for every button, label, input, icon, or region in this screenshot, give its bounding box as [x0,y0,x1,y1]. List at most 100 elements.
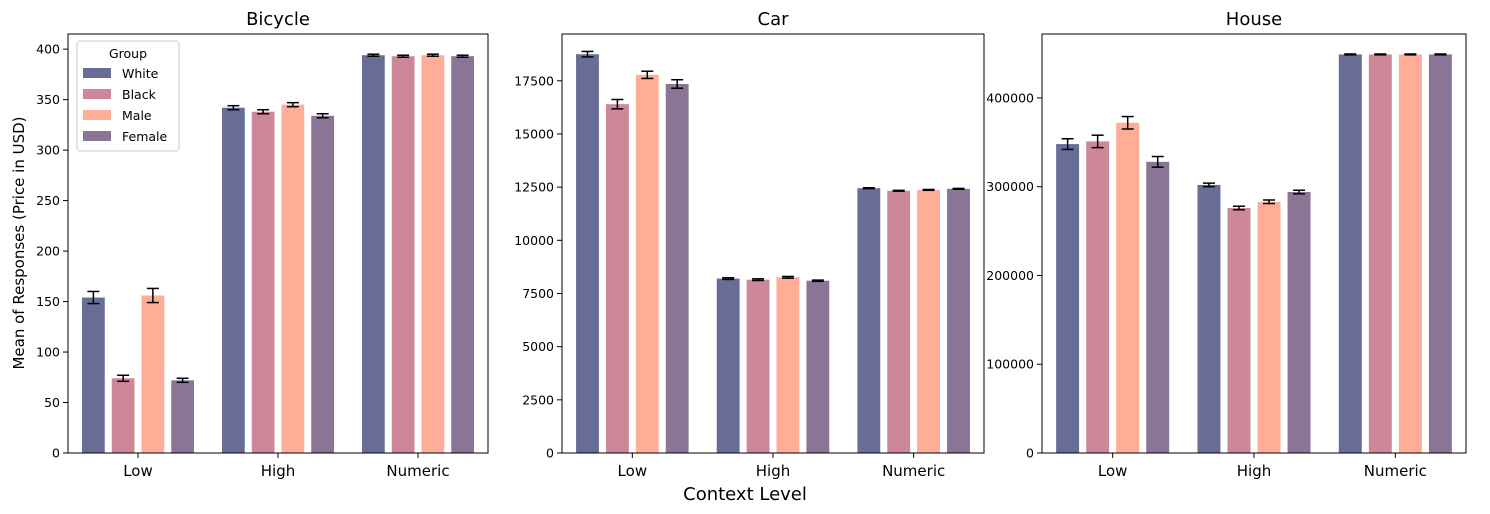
y-tick-label: 0 [546,446,554,461]
bar-black-low [111,378,135,453]
bar-female-high [806,280,830,453]
y-tick-label: 50 [44,395,60,410]
panel-bicycle: 0 50 100 150 200 250 300 350 400 Low High Numeric Bi… [36,9,489,480]
y-tick-label: 250 [36,193,60,208]
error-bar [1151,155,1164,168]
panel-title: Car [758,9,790,30]
bar-male-low [141,295,165,453]
bar-male-numeric [421,55,445,454]
bar-white-high [222,107,245,453]
error-bar [671,78,684,89]
y-tick-label: 400 [36,42,60,57]
error-bar [1121,115,1134,130]
bar-black-numeric [1368,54,1392,454]
x-tick-label: Low [123,462,153,480]
y-tick-label: 15000 [514,126,554,141]
x-tick-label: Numeric [1364,462,1427,480]
bar-female-high [311,115,334,453]
error-bar [227,104,240,111]
error-bar [87,290,100,305]
y-tick-label: 10000 [514,233,554,248]
y-tick-label: 200 [36,244,60,259]
error-bar [1202,182,1215,188]
panel-house: 0 100000 200000 300000 400000 Low High Numeric H… [986,9,1467,480]
x-tick-label: High [756,462,790,480]
bar-female-high [1287,192,1311,454]
bar-white-low [576,54,599,453]
bar-male-numeric [917,189,941,453]
y-tick-label: 0 [52,446,60,461]
error-bar [1344,53,1357,56]
bar-white-numeric [362,55,385,454]
y-tick-label: 100 [36,345,60,360]
error-bar [176,377,189,384]
bar-black-low [1086,141,1110,453]
error-bar [811,279,824,283]
error-bar [922,188,935,192]
x-tick-label: High [261,462,295,480]
error-bar [752,278,765,282]
y-tick-label: 150 [36,294,60,309]
bar-female-low [171,380,194,453]
x-tick-label: Numeric [386,462,449,480]
y-tick-label: 5000 [522,339,554,354]
error-bar [1293,189,1306,195]
bar-female-numeric [451,56,474,454]
y-tick-label: 17500 [514,73,554,88]
legend-label-black: Black [122,87,157,102]
error-bar [257,108,270,115]
error-bar [722,276,735,281]
legend-swatch-female [83,131,111,141]
bar-male-high [1257,201,1281,453]
bar-black-high [251,111,275,453]
bar-white-numeric [857,188,881,453]
error-bar [146,287,159,304]
legend-title: Group [109,46,147,61]
bar-white-high [1197,184,1221,453]
legend-label-white: White [122,66,159,81]
legend-swatch-black [83,89,111,99]
error-bar [117,374,130,383]
bar-male-low [1116,122,1140,454]
error-bar [952,187,965,191]
bar-white-numeric [1338,54,1362,454]
error-bar [456,54,469,58]
error-bar [1263,199,1276,205]
error-bar [1434,53,1447,56]
error-bar [641,70,654,80]
bar-black-numeric [887,190,911,453]
legend-label-male: Male [122,108,152,123]
error-bar [397,54,410,58]
error-bar [611,98,624,110]
legend-label-female: Female [122,129,168,144]
y-tick-label: 400000 [986,90,1034,105]
y-tick-label: 12500 [514,180,554,195]
y-tick-label: 100000 [986,357,1034,372]
y-axis-label: Mean of Responses (Price in USD) [10,116,28,369]
x-axis-label: Context Level [683,484,807,505]
error-bar [581,50,594,58]
bar-male-high [776,277,800,453]
error-bar [286,101,299,108]
y-tick-label: 300 [36,143,60,158]
bar-black-numeric [391,56,415,454]
error-bar [426,53,439,57]
bar-male-low [635,74,659,453]
bar-female-low [665,83,689,453]
bar-female-low [1146,161,1170,453]
legend-swatch-white [83,68,111,78]
x-tick-label: High [1237,462,1271,480]
y-tick-label: 7500 [522,286,554,301]
panel-title: Bicycle [246,9,310,30]
error-bar [892,189,905,192]
bar-black-high [746,279,770,453]
legend-swatch-male [83,110,111,120]
panel-car: 0 2500 5000 7500 10000 12500 15000 17500 Low High… [514,9,985,480]
legend: Group White Black Male Female [76,40,180,152]
error-bar [1374,53,1387,56]
y-tick-label: 300000 [986,179,1034,194]
y-tick-label: 200000 [986,268,1034,283]
error-bar [316,113,329,119]
error-bar [367,53,380,57]
